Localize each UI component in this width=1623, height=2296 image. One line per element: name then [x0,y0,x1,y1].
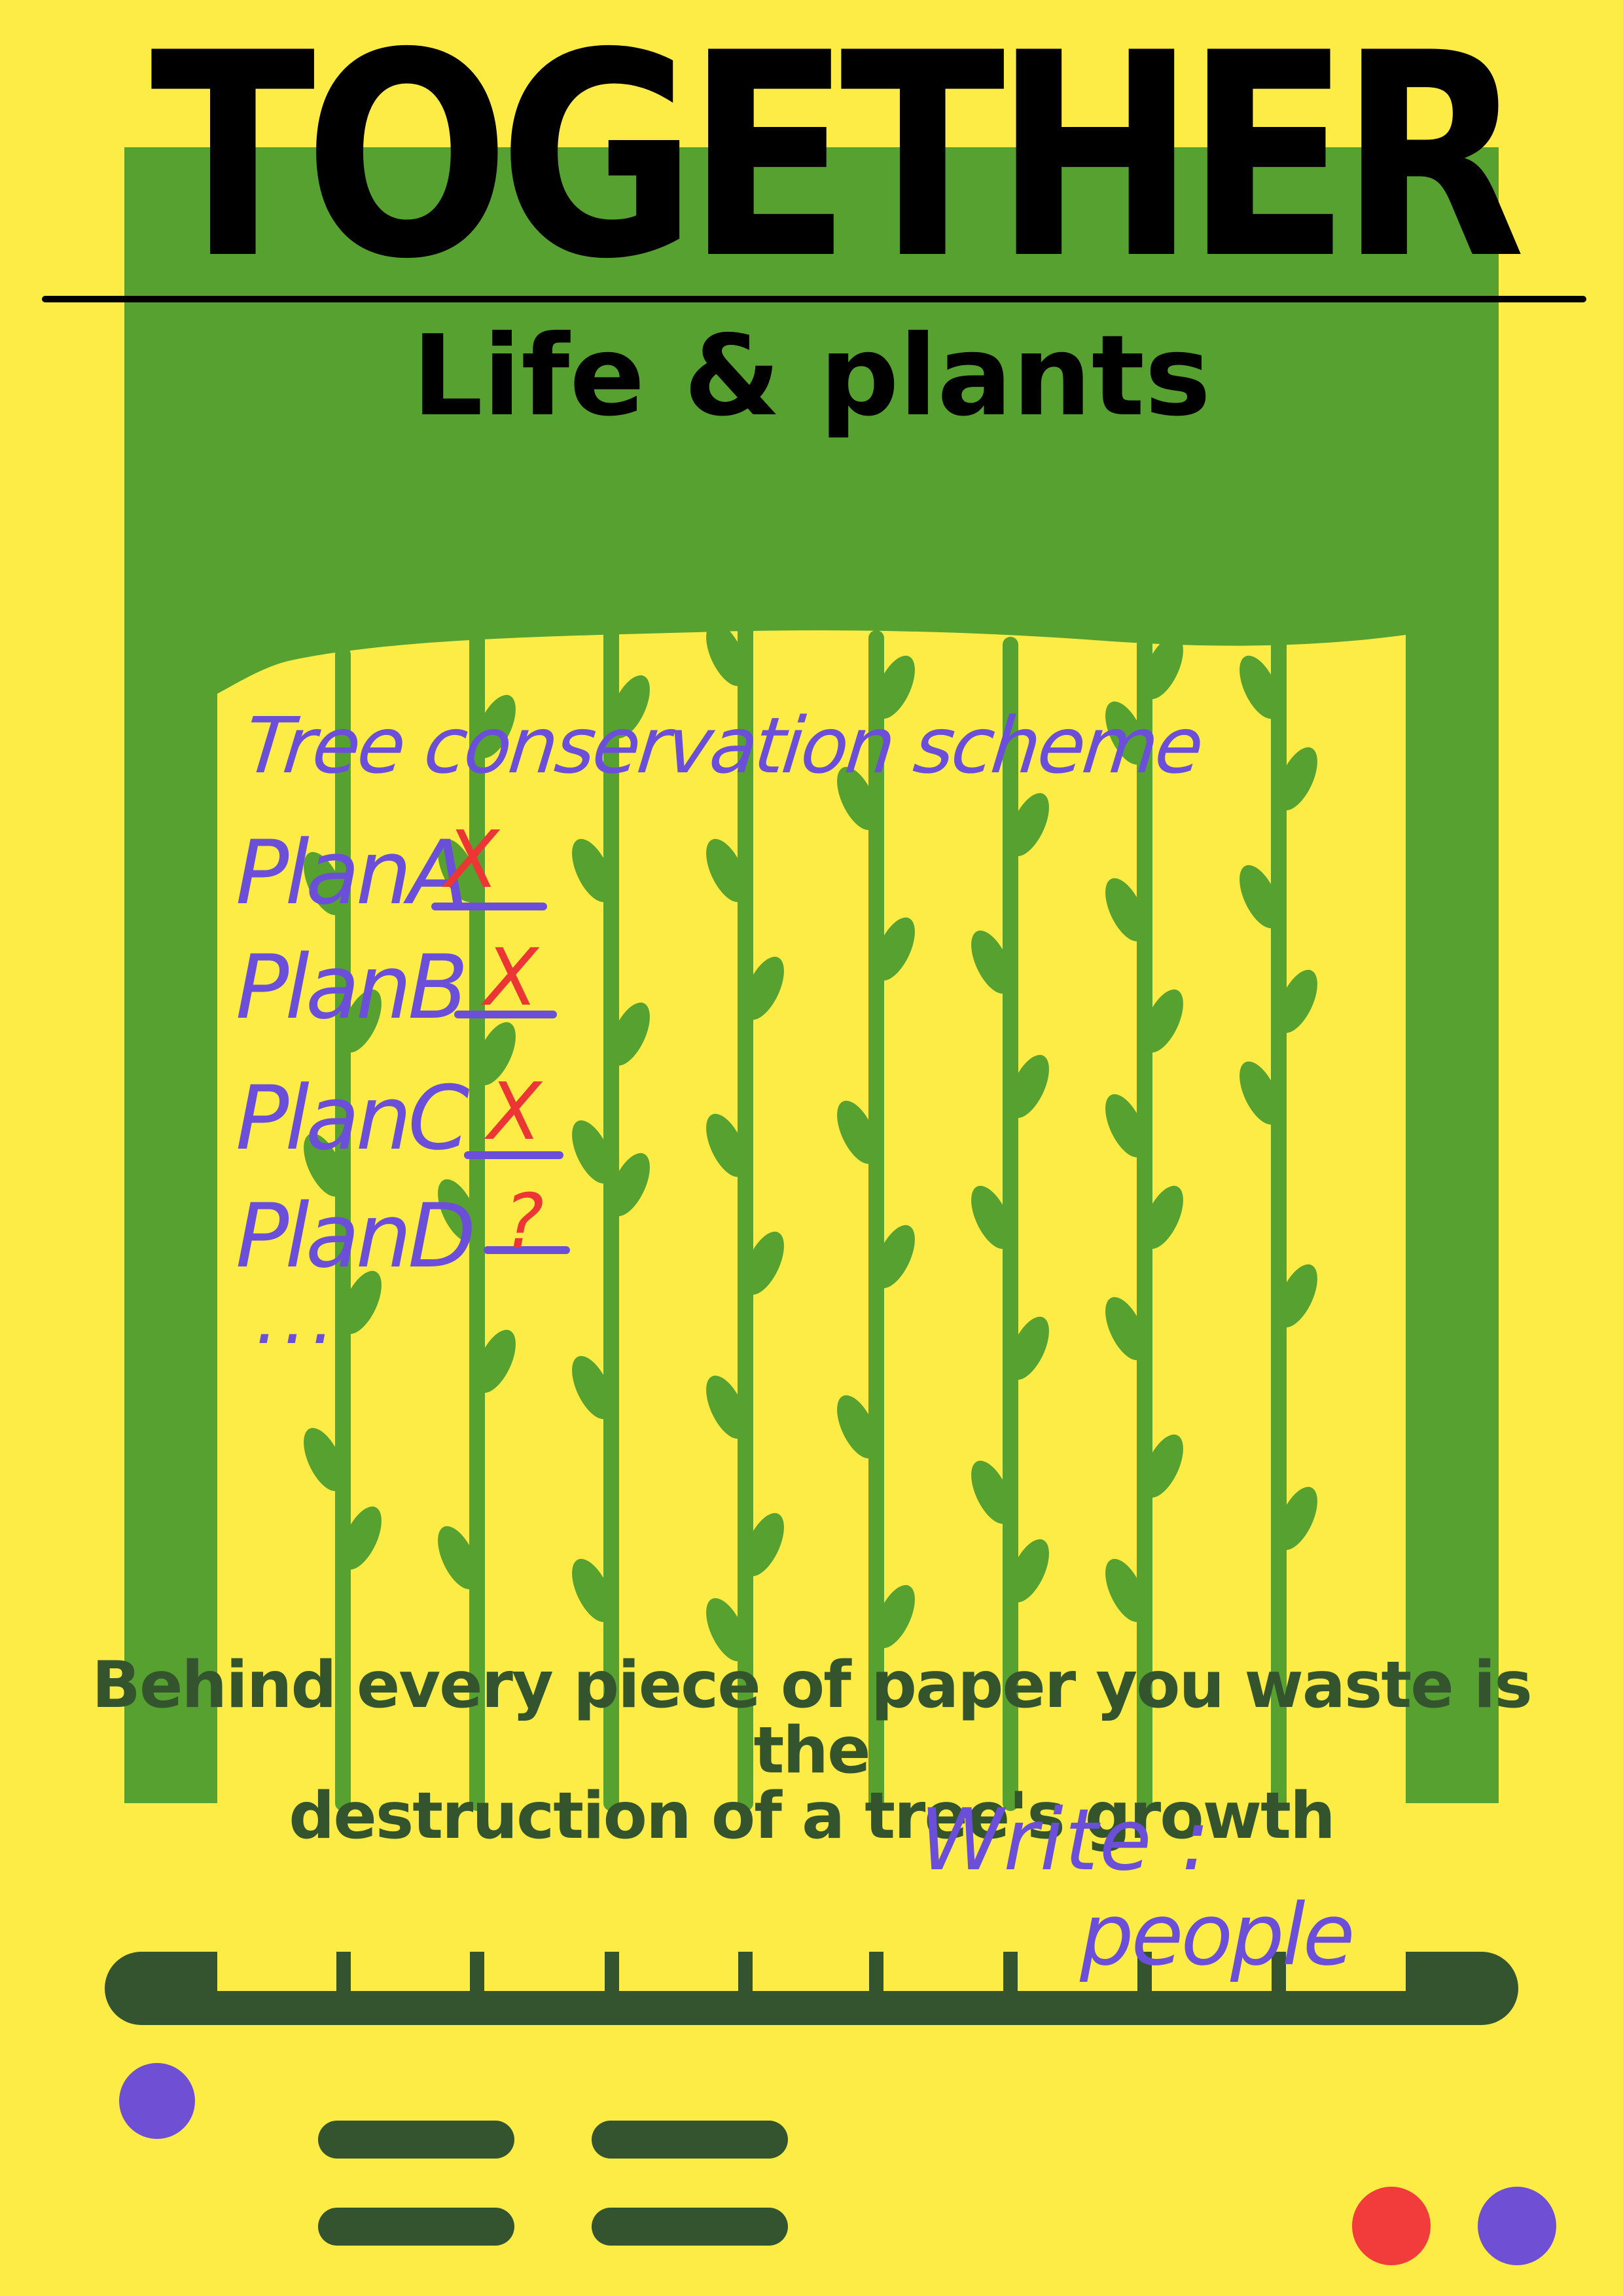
poster-subtitle: Life & plants [412,312,1211,441]
green-canopy [124,147,1499,1803]
notes-heading: Tree conservation scheme [240,700,1205,791]
slogan-line-2: destruction of a tree's growth [289,1779,1335,1854]
plan-underlines [431,903,570,1254]
plan-b-mark: X [484,933,539,1024]
plan-d-label: PlanD [236,1185,476,1287]
plan-d-mark: ? [504,1178,544,1266]
plan-a-label: PlanA [236,821,469,924]
red-dot-right [1352,2187,1431,2265]
title-divider [42,296,1586,302]
signature-label: Write : [919,1790,1211,1890]
notes-ellipsis: ... [255,1276,340,1360]
purple-dot-right [1478,2187,1556,2265]
ruler-gaps [217,1952,1406,1991]
plan-a-mark: X [445,815,499,906]
slogan: Behind every piece of paper you waste is… [26,1653,1597,1849]
vine-leaves [304,622,1317,1662]
plan-b-label: PlanB [236,936,469,1039]
plan-c-mark: X [488,1067,542,1158]
pill-bars [318,2121,788,2246]
vines [335,624,1287,1811]
poster-title: TOGETHER [150,0,1525,321]
purple-dot-left [119,2063,195,2139]
slogan-line-1: Behind every piece of paper you waste is… [92,1648,1532,1788]
signature-name: people [1080,1885,1355,1984]
plan-c-label: PlanC [236,1067,469,1170]
